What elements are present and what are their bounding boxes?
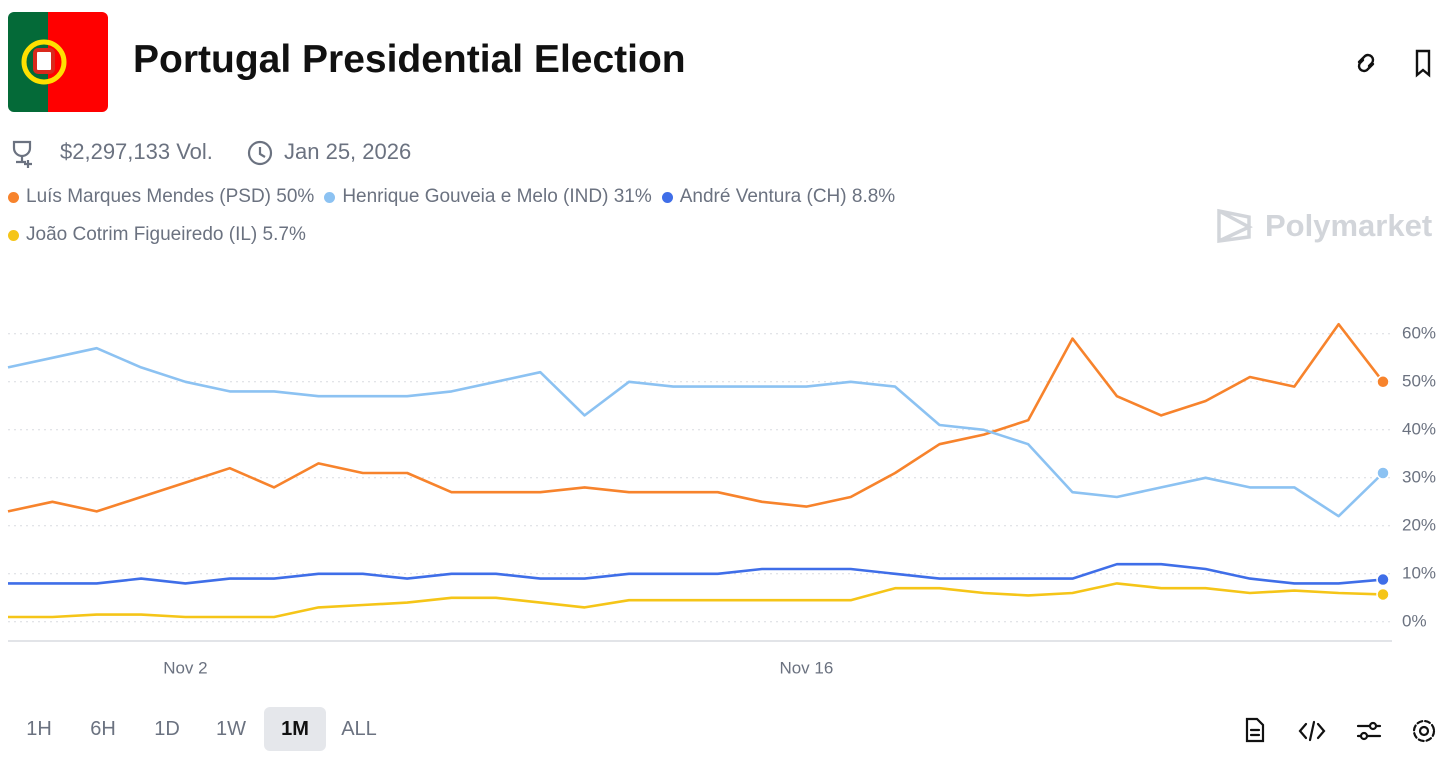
end-dot (1376, 587, 1390, 602)
brand-logo (1217, 208, 1253, 243)
legend-entry: Luís Marques Mendes (PSD) 50% (8, 186, 314, 208)
legend-name: Luís Marques Mendes (PSD) (26, 186, 271, 207)
legend-dot (8, 191, 19, 203)
legend-name: André Ventura (CH) (679, 186, 847, 207)
series-line (8, 562, 1384, 585)
y-tick-label: 20% (1402, 515, 1436, 534)
range-button[interactable]: 1H (26, 718, 52, 740)
legend-value: 5.7% (262, 224, 306, 245)
y-tick-label: 30% (1402, 467, 1436, 486)
meta-icons (12, 140, 273, 168)
legend-value: 50% (276, 186, 315, 207)
toolbar-icons[interactable] (1240, 714, 1440, 748)
legend-entry: André Ventura (CH) 8.8% (661, 186, 896, 208)
series-line (8, 582, 1384, 619)
series-line (7, 346, 1384, 518)
legend-dot (661, 191, 673, 203)
end-dot (1376, 466, 1390, 480)
y-tick-label: 50% (1402, 371, 1436, 390)
x-tick-label: Nov 2 (163, 658, 207, 677)
legend-entry: Henrique Gouveia e Melo (IND) 31% (324, 186, 652, 208)
chart: 0% 10% 20% 30% 40% 50% 60% Nov 2 Nov 16 (7, 322, 1436, 677)
range-button[interactable]: 1D (154, 718, 180, 740)
range-button[interactable]: 1M (264, 707, 326, 751)
legend-dot (8, 229, 19, 241)
legend-name: Henrique Gouveia e Melo (IND) (342, 186, 609, 207)
range-button[interactable]: 6H (90, 718, 116, 740)
flag (8, 12, 108, 112)
legend-value: 8.8% (851, 186, 896, 207)
y-tick-label: 0% (1402, 611, 1427, 630)
y-tick-label: 10% (1402, 563, 1436, 582)
legend-value: 31% (613, 186, 652, 207)
x-tick-label: Nov 16 (779, 658, 833, 677)
end-dot (1376, 375, 1390, 389)
header-icons[interactable] (1354, 48, 1438, 78)
volume: $2,297,133 Vol. (60, 139, 213, 164)
range-button[interactable]: ALL (341, 718, 377, 740)
y-tick-label: 60% (1402, 323, 1436, 342)
legend-dot (324, 191, 336, 203)
range-button[interactable]: 1W (216, 718, 246, 740)
brand: Polymarket (1265, 208, 1433, 243)
legend-name: João Cotrim Figueiredo (IL) (26, 224, 258, 245)
series-line (7, 322, 1385, 513)
end-dot (1376, 572, 1390, 587)
y-tick-label: 40% (1402, 419, 1436, 438)
legend: Luís Marques Mendes (PSD) 50% Henrique Go… (8, 186, 968, 246)
time-ranges: 1H 6H 1D 1W 1M ALL (8, 707, 392, 751)
end-date: Jan 25, 2026 (284, 139, 412, 164)
title: Portugal Presidential Election (133, 38, 686, 81)
legend-entry: João Cotrim Figueiredo (IL) 5.7% (8, 224, 306, 246)
